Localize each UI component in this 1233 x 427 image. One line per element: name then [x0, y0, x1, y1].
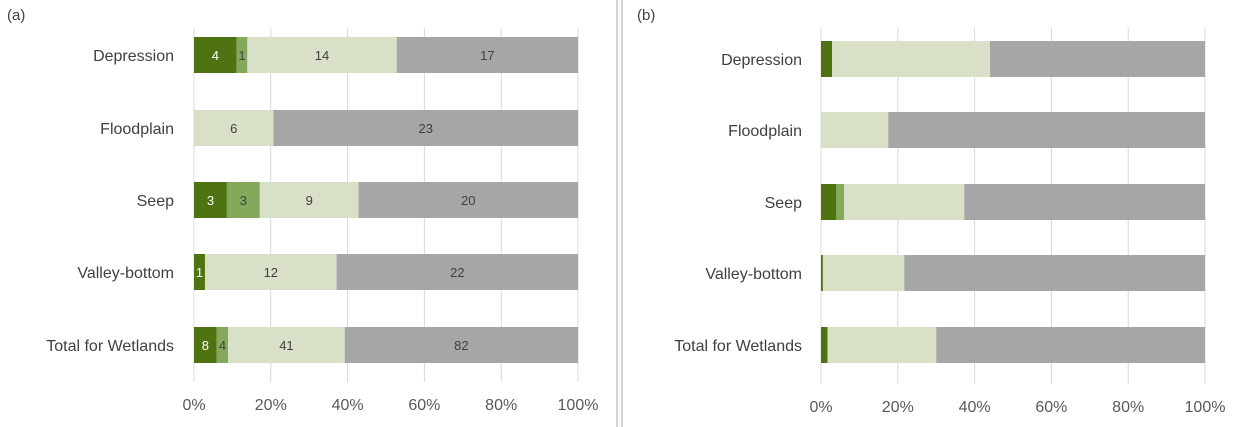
data-label-a-4-1: 4 [219, 338, 226, 353]
data-label-a-1-3: 23 [418, 121, 432, 136]
bar-segment-b-4-3 [936, 327, 1205, 363]
data-label-a-3-2: 12 [264, 265, 278, 280]
bar-segment-a-0-0 [194, 37, 237, 73]
bar-segment-a-3-2 [204, 254, 337, 290]
bar-segment-a-3-0 [194, 254, 205, 290]
bar-segment-a-0-2 [247, 37, 397, 73]
bar-segment-a-2-1 [226, 182, 260, 218]
x-tick-label-b-5: 100% [1185, 399, 1226, 416]
bar-segment-b-4-2 [827, 327, 937, 363]
bar-segment-a-0-1 [236, 37, 248, 73]
bar-segment-a-3-3 [336, 254, 578, 290]
category-label-b-2: Seep [765, 195, 802, 212]
panel-label-b: (b) [637, 7, 655, 24]
x-tick-label-b-1: 20% [882, 399, 914, 416]
category-label-a-3: Valley-bottom [77, 265, 174, 282]
bar-segment-b-3-3 [904, 255, 1205, 291]
bar-segment-b-0-3 [989, 41, 1205, 77]
category-label-b-0: Depression [721, 52, 802, 69]
bar-segment-b-0-2 [832, 41, 990, 77]
x-tick-label-a-4: 80% [485, 397, 517, 414]
data-label-a-2-2: 9 [306, 193, 313, 208]
bar-segment-a-4-2 [228, 327, 345, 363]
data-label-a-2-0: 3 [207, 193, 214, 208]
bar-segment-a-4-0 [194, 327, 217, 363]
data-label-a-3-3: 22 [450, 265, 464, 280]
bar-segment-b-1-2 [821, 112, 889, 148]
bar-segment-a-0-3 [396, 37, 578, 73]
x-tick-label-a-5: 100% [558, 397, 599, 414]
bar-segment-b-4-0 [821, 327, 828, 363]
x-tick-label-b-3: 60% [1035, 399, 1067, 416]
category-label-a-1: Floodplain [100, 121, 174, 138]
data-label-a-1-2: 6 [230, 121, 237, 136]
category-label-b-4: Total for Wetlands [674, 338, 802, 355]
category-label-b-3: Valley-bottom [705, 266, 802, 283]
bar-segment-a-4-1 [216, 327, 229, 363]
data-label-a-4-2: 41 [279, 338, 293, 353]
bar-segment-a-2-3 [358, 182, 578, 218]
x-tick-label-a-1: 20% [255, 397, 287, 414]
x-tick-label-b-2: 40% [959, 399, 991, 416]
bar-segment-b-3-2 [822, 255, 905, 291]
bar-segment-b-1-3 [888, 112, 1205, 148]
category-label-a-2: Seep [137, 193, 174, 210]
bar-segment-a-4-3 [344, 327, 578, 363]
data-label-a-0-2: 14 [315, 48, 329, 63]
bar-segment-a-2-2 [259, 182, 359, 218]
bar-segment-a-1-2 [194, 110, 274, 146]
bar-segment-b-2-2 [844, 184, 965, 220]
panel-label-a: (a) [7, 7, 25, 24]
category-label-b-1: Floodplain [728, 123, 802, 140]
x-tick-label-a-0: 0% [182, 397, 205, 414]
bar-segment-b-3-0 [821, 255, 823, 291]
data-label-a-0-3: 17 [480, 48, 494, 63]
data-label-a-4-0: 8 [202, 338, 209, 353]
x-tick-label-b-0: 0% [809, 399, 832, 416]
bar-segment-a-1-3 [273, 110, 578, 146]
bar-segment-b-2-3 [964, 184, 1205, 220]
category-label-a-4: Total for Wetlands [46, 338, 174, 355]
bar-segment-a-2-0 [194, 182, 227, 218]
bar-segment-b-2-1 [836, 184, 845, 220]
bar-segment-b-0-0 [821, 41, 833, 77]
x-tick-label-a-3: 60% [408, 397, 440, 414]
data-label-a-2-3: 20 [461, 193, 475, 208]
data-label-a-4-3: 82 [454, 338, 468, 353]
x-tick-label-b-4: 80% [1112, 399, 1144, 416]
category-label-a-0: Depression [93, 48, 174, 65]
data-label-a-2-1: 3 [240, 193, 247, 208]
data-label-a-0-1: 1 [238, 48, 245, 63]
x-tick-label-a-2: 40% [332, 397, 364, 414]
data-label-a-0-0: 4 [212, 48, 219, 63]
bar-segment-b-2-0 [821, 184, 837, 220]
chart-panel-b: (b) 0% 20% 40% 60% 80% 100% Depression Floodplai… [637, 7, 1225, 416]
data-label-a-3-0: 1 [196, 265, 203, 280]
